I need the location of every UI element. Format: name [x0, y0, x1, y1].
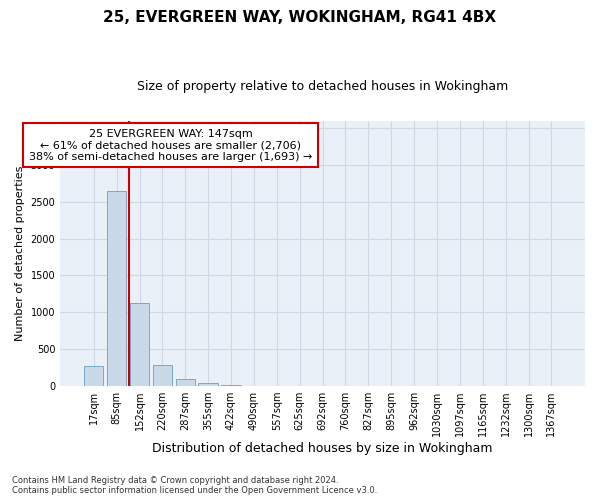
Bar [107, 192, 127, 386]
Text: Contains HM Land Registry data © Crown copyright and database right 2024.
Contai: Contains HM Land Registry data © Crown c… [12, 476, 377, 495]
Y-axis label: Number of detached properties: Number of detached properties [15, 166, 25, 341]
Bar [221, 384, 241, 386]
X-axis label: Distribution of detached houses by size in Wokingham: Distribution of detached houses by size … [152, 442, 493, 455]
Bar [130, 302, 149, 386]
Title: Size of property relative to detached houses in Wokingham: Size of property relative to detached ho… [137, 80, 508, 93]
Bar [84, 366, 103, 386]
Bar [199, 383, 218, 386]
Text: 25 EVERGREEN WAY: 147sqm
← 61% of detached houses are smaller (2,706)
38% of sem: 25 EVERGREEN WAY: 147sqm ← 61% of detach… [29, 128, 312, 162]
Bar [152, 366, 172, 386]
Text: 25, EVERGREEN WAY, WOKINGHAM, RG41 4BX: 25, EVERGREEN WAY, WOKINGHAM, RG41 4BX [103, 10, 497, 25]
Bar [176, 378, 195, 386]
